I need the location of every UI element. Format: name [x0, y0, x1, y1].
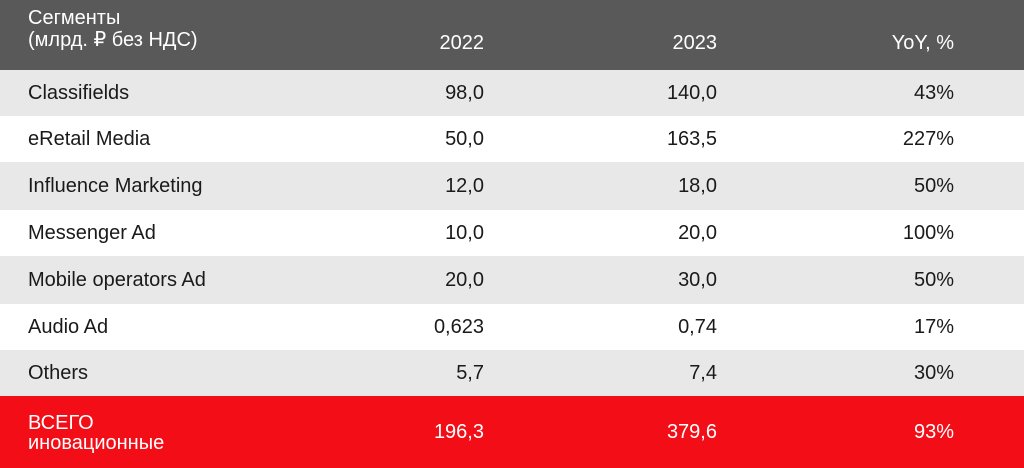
row-yoy: 227% [902, 128, 954, 150]
row-name: Classifields [28, 82, 130, 104]
table-row: Others 5,7 7,4 30% [0, 350, 1024, 396]
row-name: Messenger Ad [28, 222, 156, 244]
total-2022: 196,3 [433, 421, 484, 443]
total-sublabel: иновационные [28, 432, 165, 454]
row-2022: 12,0 [445, 175, 484, 197]
row-yoy: 100% [902, 222, 954, 244]
row-2023: 30,0 [678, 269, 717, 291]
header-2023: 2023 [672, 32, 718, 54]
row-yoy: 17% [913, 316, 954, 338]
row-2023: 20,0 [678, 222, 717, 244]
row-2022: 10,0 [445, 222, 484, 244]
row-name: Mobile operators Ad [28, 269, 206, 291]
row-2022: 98,0 [445, 82, 484, 104]
row-yoy: 30% [913, 362, 954, 384]
table-row: Messenger Ad 10,0 20,0 100% [0, 210, 1024, 256]
row-2022: 0,623 [433, 316, 484, 338]
total-2023: 379,6 [666, 421, 717, 443]
table-row: Audio Ad 0,623 0,74 17% [0, 304, 1024, 350]
row-yoy: 50% [913, 269, 954, 291]
table-header: Сегменты (млрд. ₽ без НДС) 2022 2023 YoY… [0, 0, 1024, 70]
table-row: Classifields 98,0 140,0 43% [0, 70, 1024, 116]
total-row: ВСЕГО иновационные 196,3 379,6 93% [0, 396, 1024, 468]
row-name: eRetail Media [28, 128, 151, 150]
row-name: Audio Ad [28, 316, 109, 338]
header-yoy: YoY, % [891, 32, 954, 54]
total-yoy: 93% [913, 421, 954, 443]
row-2023: 140,0 [666, 82, 717, 104]
header-segment-title: Сегменты [28, 7, 121, 29]
row-2022: 20,0 [445, 269, 484, 291]
total-name: ВСЕГО иновационные [28, 413, 164, 453]
row-name: Influence Marketing [28, 175, 203, 197]
row-2023: 7,4 [689, 362, 717, 384]
row-yoy: 43% [913, 82, 954, 104]
row-2023: 163,5 [666, 128, 717, 150]
total-label: ВСЕГО [28, 412, 94, 434]
table-row: Mobile operators Ad 20,0 30,0 50% [0, 256, 1024, 304]
row-yoy: 50% [913, 175, 954, 197]
table-row: Influence Marketing 12,0 18,0 50% [0, 162, 1024, 210]
header-segment: Сегменты (млрд. ₽ без НДС) [28, 7, 198, 51]
header-segment-unit: (млрд. ₽ без НДС) [28, 29, 198, 51]
row-2022: 5,7 [456, 362, 484, 384]
row-2023: 18,0 [678, 175, 717, 197]
row-2022: 50,0 [445, 128, 484, 150]
row-name: Others [28, 362, 89, 384]
table-row: eRetail Media 50,0 163,5 227% [0, 116, 1024, 162]
row-2023: 0,74 [678, 316, 717, 338]
header-2022: 2022 [439, 32, 485, 54]
